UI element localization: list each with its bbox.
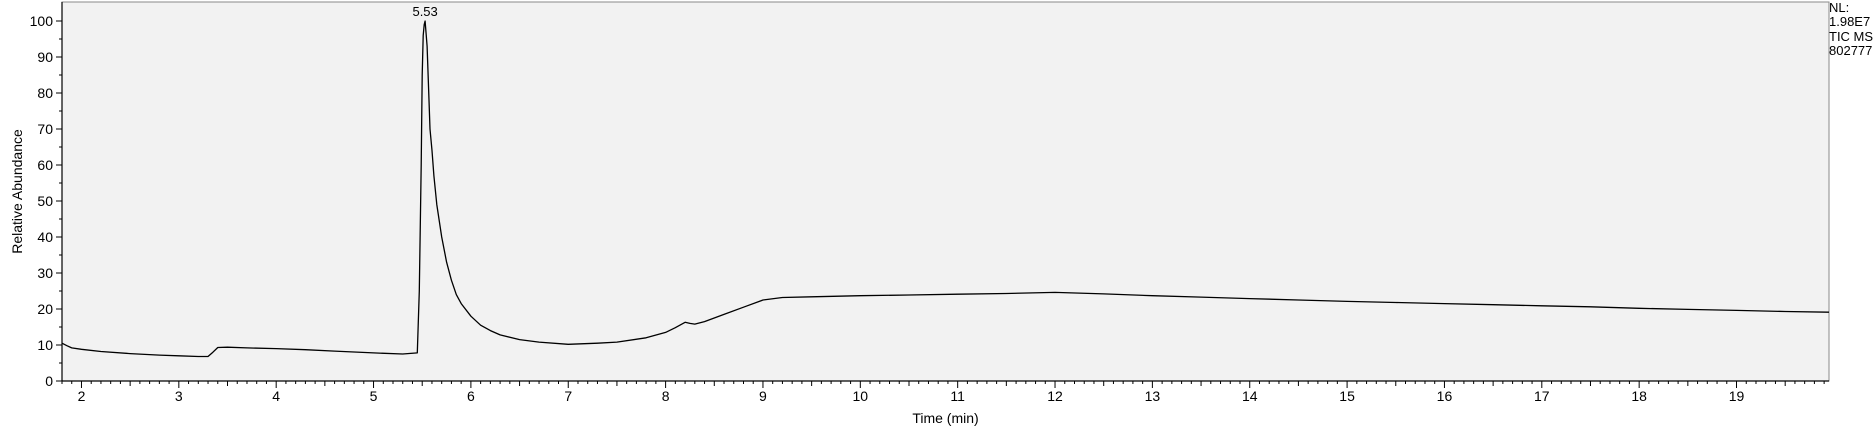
x-tick-label: 16 [1437, 388, 1453, 404]
x-tick-label: 10 [853, 388, 869, 404]
x-tick-label: 8 [662, 388, 670, 404]
file-id-label: 802777 [1829, 43, 1873, 58]
annotations-group: 5.53 [412, 4, 437, 19]
x-tick-label: 2 [78, 388, 86, 404]
y-tick-label: 30 [37, 265, 53, 281]
y-tick-label: 100 [30, 13, 54, 29]
normalization-level-value: 1.98E7 [1829, 14, 1871, 29]
x-tick-label: 19 [1729, 388, 1745, 404]
x-tick-label: 6 [467, 388, 475, 404]
y-tick-label: 50 [37, 193, 53, 209]
y-tick-label: 40 [37, 229, 53, 245]
x-tick-label: 3 [175, 388, 183, 404]
nl-label: NL: [1829, 0, 1850, 15]
x-tick-label: 14 [1242, 388, 1258, 404]
y-tick-label: 20 [37, 301, 53, 317]
y-axis-ticks: 0 10 20 30 40 50 60 70 80 90 100 [30, 2, 63, 389]
y-axis-title: Relative Abundance [9, 129, 25, 254]
x-tick-label: 17 [1534, 388, 1550, 404]
y-tick-label: 60 [37, 157, 53, 173]
x-tick-label: 18 [1631, 388, 1647, 404]
y-tick-label: 10 [37, 337, 53, 353]
x-tick-label: 12 [1047, 388, 1063, 404]
x-tick-label: 11 [950, 388, 965, 404]
y-tick-label: 0 [45, 373, 53, 389]
y-tick-label: 90 [37, 49, 53, 65]
x-tick-label: 9 [759, 388, 767, 404]
x-axis-ticks: 2 3 4 5 6 7 8 9 10 11 12 13 14 15 16 17 18 19 [61, 380, 1829, 404]
series-group [61, 20, 1830, 358]
x-tick-label: 4 [272, 388, 280, 404]
y-tick-label: 80 [37, 85, 53, 101]
x-axis-title: Time (min) [912, 410, 978, 426]
peak-label: 5.53 [412, 4, 437, 19]
x-tick-label: 15 [1339, 388, 1355, 404]
plot-area [61, 1, 1830, 382]
x-tick-label: 13 [1145, 388, 1161, 404]
trace-type-label: TIC MS [1829, 29, 1874, 44]
x-tick-label: 7 [564, 388, 572, 404]
tic-trace-line [61, 20, 1830, 358]
x-tick-label: 5 [370, 388, 378, 404]
y-tick-label: 70 [37, 121, 53, 137]
